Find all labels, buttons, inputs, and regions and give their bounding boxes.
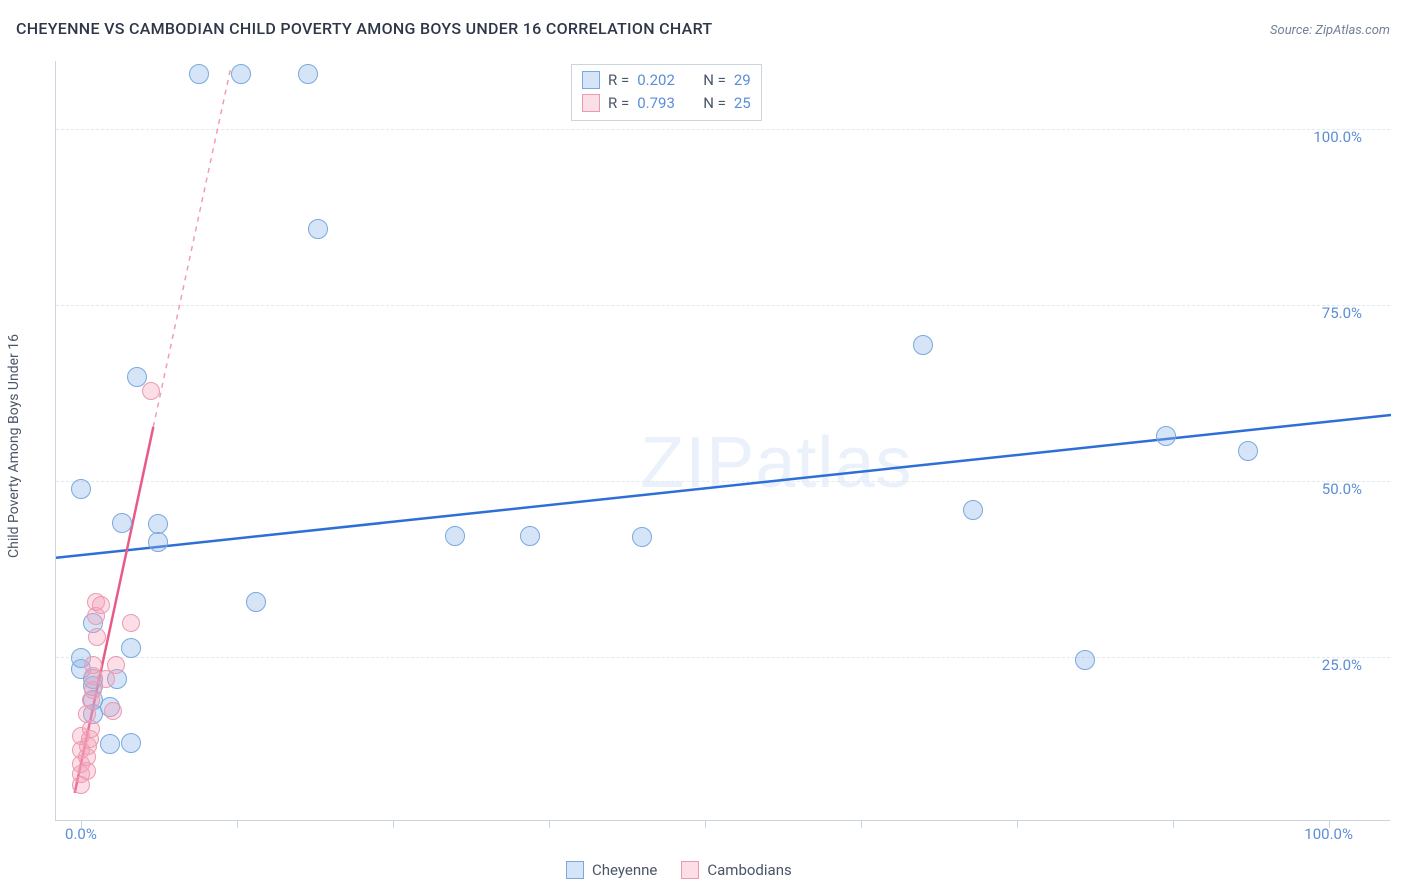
legend-swatch bbox=[566, 861, 584, 879]
data-point bbox=[104, 702, 122, 720]
y-tick-label: 75.0% bbox=[1322, 304, 1382, 322]
watermark: ZIPatlas bbox=[640, 422, 912, 504]
r-label: R = bbox=[608, 69, 629, 92]
legend-swatch bbox=[582, 71, 600, 89]
gridline bbox=[56, 305, 1390, 306]
data-point bbox=[298, 64, 318, 84]
data-point bbox=[445, 526, 465, 546]
legend-series-item: Cambodians bbox=[681, 861, 791, 879]
trend-lines bbox=[56, 61, 1391, 821]
n-value: 29 bbox=[734, 69, 751, 92]
data-point bbox=[913, 335, 933, 355]
x-tick bbox=[393, 820, 394, 828]
gridline bbox=[56, 481, 1390, 482]
data-point bbox=[122, 614, 140, 632]
legend-series-item: Cheyenne bbox=[566, 861, 657, 879]
x-tick bbox=[1173, 820, 1174, 828]
y-tick-label: 25.0% bbox=[1322, 656, 1382, 674]
x-tick bbox=[705, 820, 706, 828]
n-label: N = bbox=[703, 92, 726, 115]
gridline bbox=[56, 129, 1390, 130]
series-name: Cambodians bbox=[707, 861, 791, 879]
chart-title: CHEYENNE VS CAMBODIAN CHILD POVERTY AMON… bbox=[16, 19, 712, 38]
r-label: R = bbox=[608, 92, 629, 115]
data-point bbox=[246, 592, 266, 612]
data-point bbox=[632, 527, 652, 547]
chart-source: Source: ZipAtlas.com bbox=[1270, 23, 1390, 38]
data-point bbox=[231, 64, 251, 84]
data-point bbox=[88, 628, 106, 646]
y-tick-label: 100.0% bbox=[1313, 128, 1382, 146]
data-point bbox=[520, 526, 540, 546]
legend-correlation: R = 0.202 N = 29 R = 0.793 N = 25 bbox=[571, 64, 762, 121]
n-value: 25 bbox=[734, 92, 751, 115]
data-point bbox=[142, 382, 160, 400]
y-tick-label: 50.0% bbox=[1322, 480, 1382, 498]
x-tick-label: 0.0% bbox=[65, 825, 97, 843]
r-value: 0.202 bbox=[637, 69, 687, 92]
x-tick-label: 100.0% bbox=[1304, 825, 1353, 843]
n-label: N = bbox=[703, 69, 726, 92]
legend-swatch bbox=[681, 861, 699, 879]
data-point bbox=[308, 219, 328, 239]
data-point bbox=[1238, 441, 1258, 461]
legend-series: Cheyenne Cambodians bbox=[566, 861, 792, 879]
data-point bbox=[92, 596, 110, 614]
x-tick bbox=[1017, 820, 1018, 828]
series-name: Cheyenne bbox=[592, 861, 657, 879]
data-point bbox=[963, 500, 983, 520]
plot-area: ZIPatlas 25.0%50.0%75.0%100.0%0.0%100.0% bbox=[55, 61, 1390, 821]
data-point bbox=[1075, 650, 1095, 670]
data-point bbox=[189, 64, 209, 84]
data-point bbox=[71, 479, 91, 499]
data-point bbox=[121, 733, 141, 753]
y-axis-label: Child Poverty Among Boys Under 16 bbox=[6, 334, 22, 558]
x-tick bbox=[549, 820, 550, 828]
r-value: 0.793 bbox=[637, 92, 687, 115]
gridline bbox=[56, 657, 1390, 658]
legend-row: R = 0.202 N = 29 bbox=[582, 69, 751, 92]
data-point bbox=[107, 656, 125, 674]
data-point bbox=[112, 513, 132, 533]
x-tick bbox=[861, 820, 862, 828]
data-point bbox=[100, 734, 120, 754]
data-point bbox=[148, 532, 168, 552]
legend-row: R = 0.793 N = 25 bbox=[582, 92, 751, 115]
data-point bbox=[1156, 426, 1176, 446]
data-point bbox=[121, 638, 141, 658]
legend-swatch bbox=[582, 94, 600, 112]
x-tick bbox=[237, 820, 238, 828]
